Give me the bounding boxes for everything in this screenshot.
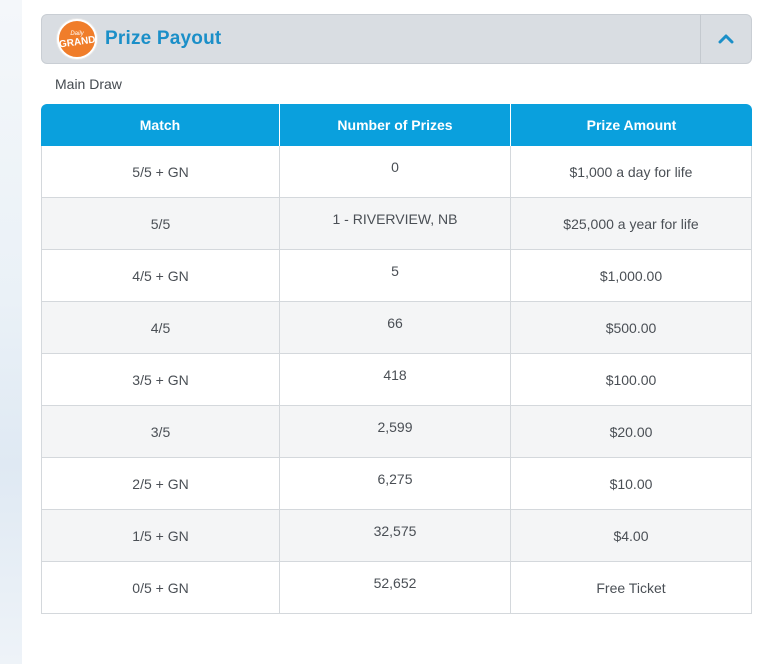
prize-count-cell: 1 - RIVERVIEW, NB [280, 198, 511, 250]
page-background-strip [0, 0, 22, 664]
daily-grand-logo: Daily GRAND [57, 19, 97, 59]
match-cell: 5/5 [41, 198, 280, 250]
match-cell: 0/5 + GN [41, 562, 280, 614]
prize-amount-cell: $20.00 [511, 406, 752, 458]
match-cell: 2/5 + GN [41, 458, 280, 510]
prize-count-cell: 0 [280, 146, 511, 198]
prize-amount-cell: $1,000 a day for life [511, 146, 752, 198]
prize-count-cell: 418 [280, 354, 511, 406]
prize-table: Match Number of Prizes Prize Amount 5/5 … [41, 104, 752, 614]
prize-amount-cell: $1,000.00 [511, 250, 752, 302]
prize-count-cell: 5 [280, 250, 511, 302]
table-row: 4/5 66 $500.00 [41, 302, 752, 354]
chevron-up-icon [718, 34, 734, 44]
table-row: 4/5 + GN 5 $1,000.00 [41, 250, 752, 302]
prize-payout-panel: Daily GRAND Prize Payout Main Draw Match… [41, 14, 752, 614]
table-row: 5/5 + GN 0 $1,000 a day for life [41, 146, 752, 198]
prize-amount-cell: $100.00 [511, 354, 752, 406]
prize-amount-cell: $25,000 a year for life [511, 198, 752, 250]
panel-title: Prize Payout [105, 28, 222, 49]
table-row: 3/5 + GN 418 $100.00 [41, 354, 752, 406]
prize-count-cell: 6,275 [280, 458, 511, 510]
column-header-match: Match [41, 104, 280, 146]
prize-count-cell: 52,652 [280, 562, 511, 614]
prize-amount-cell: $500.00 [511, 302, 752, 354]
table-row: 0/5 + GN 52,652 Free Ticket [41, 562, 752, 614]
prize-count-cell: 32,575 [280, 510, 511, 562]
prize-count-cell: 2,599 [280, 406, 511, 458]
prize-amount-cell: $10.00 [511, 458, 752, 510]
panel-header[interactable]: Daily GRAND Prize Payout [41, 14, 752, 64]
prize-count-cell: 66 [280, 302, 511, 354]
match-cell: 1/5 + GN [41, 510, 280, 562]
draw-subtitle: Main Draw [55, 76, 122, 92]
table-row: 1/5 + GN 32,575 $4.00 [41, 510, 752, 562]
match-cell: 5/5 + GN [41, 146, 280, 198]
table-row: 2/5 + GN 6,275 $10.00 [41, 458, 752, 510]
column-header-prize-amount: Prize Amount [511, 104, 752, 146]
prize-amount-cell: $4.00 [511, 510, 752, 562]
table-row: 5/5 1 - RIVERVIEW, NB $25,000 a year for… [41, 198, 752, 250]
match-cell: 4/5 + GN [41, 250, 280, 302]
match-cell: 3/5 + GN [41, 354, 280, 406]
collapse-toggle-button[interactable] [700, 15, 751, 63]
table-header-row: Match Number of Prizes Prize Amount [41, 104, 752, 146]
prize-amount-cell: Free Ticket [511, 562, 752, 614]
match-cell: 4/5 [41, 302, 280, 354]
match-cell: 3/5 [41, 406, 280, 458]
column-header-number-of-prizes: Number of Prizes [280, 104, 511, 146]
table-row: 3/5 2,599 $20.00 [41, 406, 752, 458]
